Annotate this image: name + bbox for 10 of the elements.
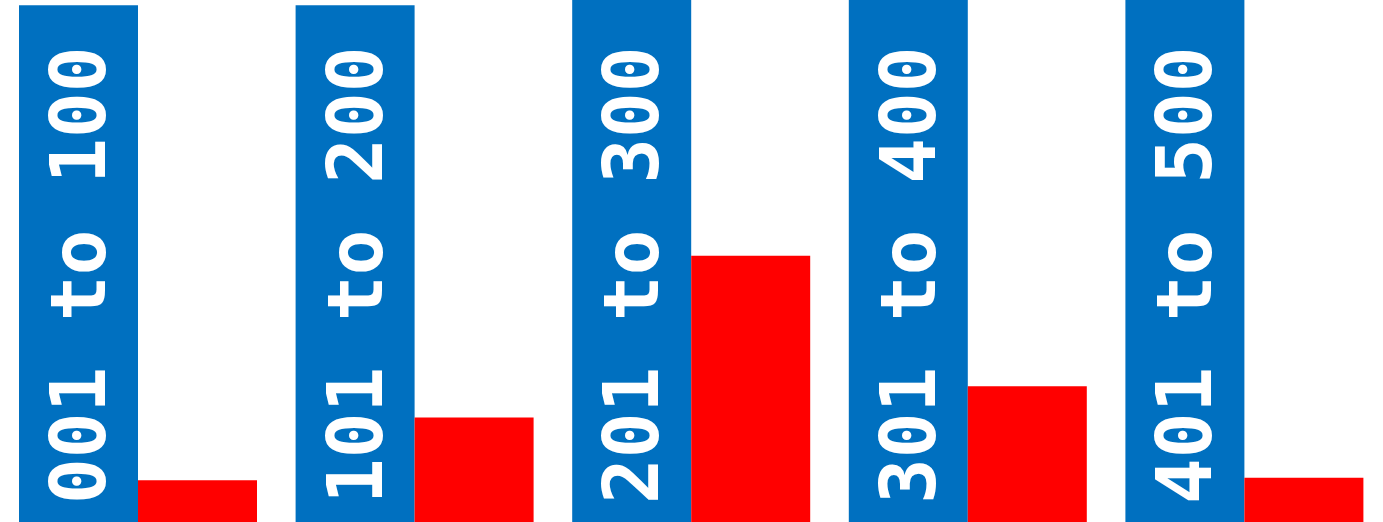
bar [967,386,1087,522]
x-tick-label: 201 to 300 [587,46,677,504]
bar [1244,477,1364,522]
x-tick-label: 401 to 500 [1140,46,1230,504]
bar [414,417,534,522]
bar [138,480,257,522]
x-tick-label: 101 to 200 [310,46,400,504]
x-tick-label: 001 to 100 [34,46,123,504]
x-tick-label: 301 to 400 [863,46,953,504]
bar [691,255,811,522]
